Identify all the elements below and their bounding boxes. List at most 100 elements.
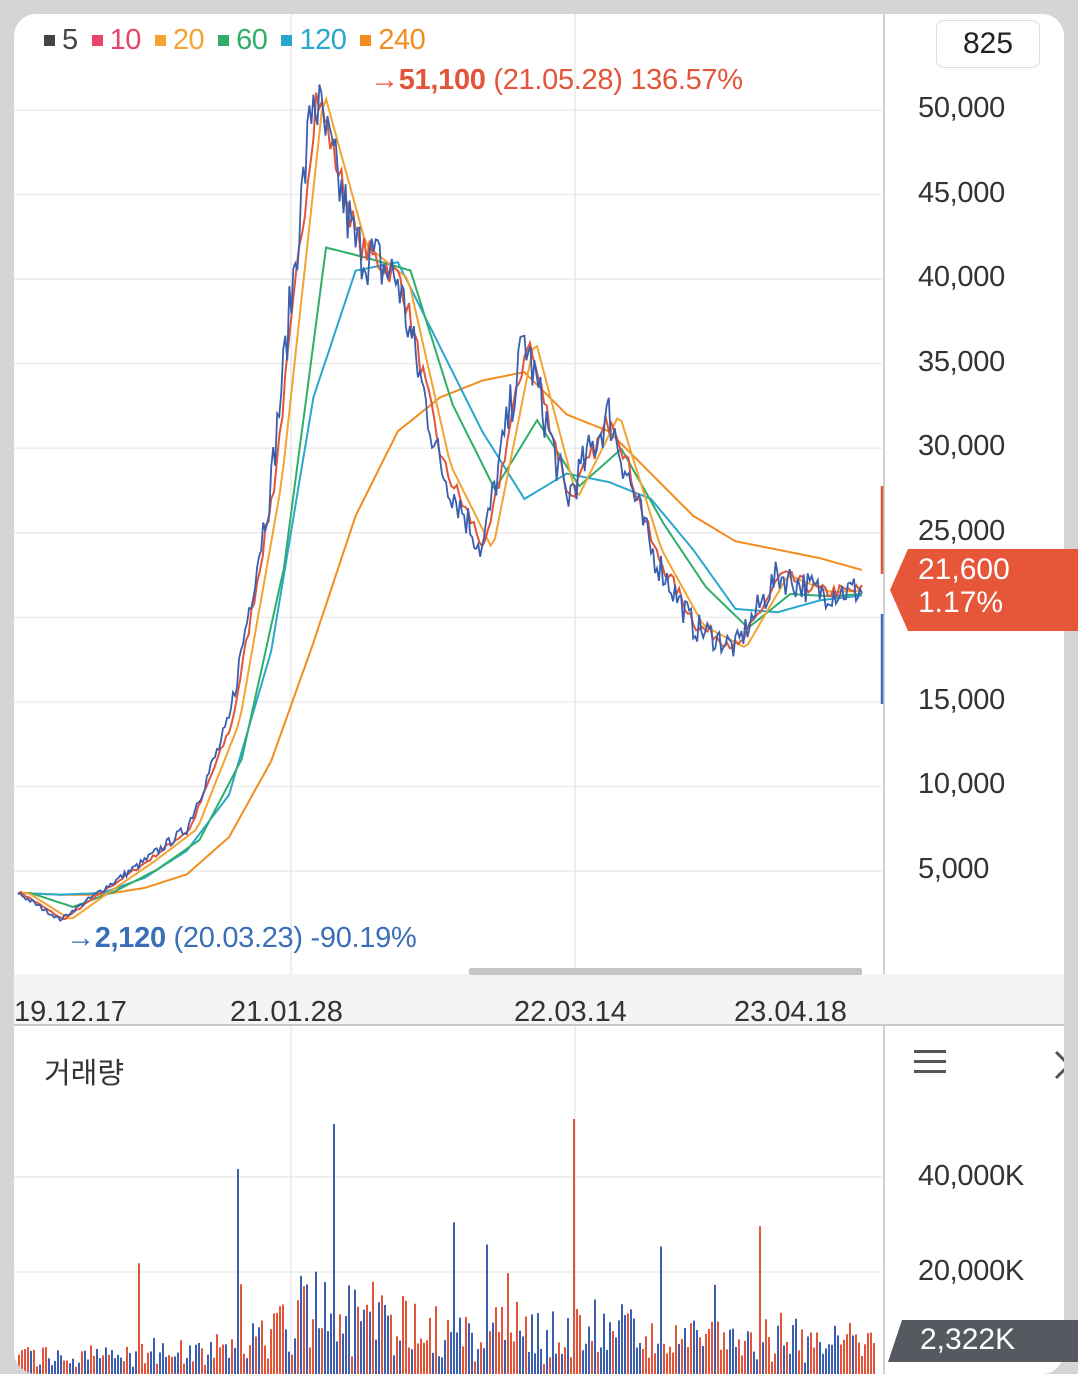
- legend-item-240[interactable]: 240: [360, 24, 426, 57]
- legend-label: 5: [62, 23, 78, 56]
- volume-bar: [159, 1352, 161, 1374]
- volume-bar: [243, 1353, 245, 1374]
- volume-bar: [204, 1364, 206, 1374]
- volume-bar: [114, 1358, 116, 1374]
- volume-bar: [135, 1351, 137, 1374]
- volume-bar: [336, 1341, 338, 1374]
- volume-bar: [822, 1353, 824, 1374]
- volume-bar: [354, 1289, 356, 1374]
- volume-bar: [375, 1339, 377, 1374]
- volume-bar: [870, 1332, 872, 1374]
- legend-item-10[interactable]: 10: [91, 23, 142, 57]
- volume-bar: [753, 1351, 755, 1374]
- volume-bar: [663, 1343, 665, 1374]
- volume-bar: [795, 1318, 797, 1374]
- volume-bar: [360, 1321, 362, 1374]
- volume-bar: [543, 1363, 545, 1374]
- legend-item-5[interactable]: 5: [44, 24, 78, 57]
- volume-bar: [576, 1309, 578, 1374]
- volume-bar: [633, 1318, 635, 1374]
- volume-bar: [225, 1344, 227, 1374]
- high-pct: 136.57%: [630, 64, 743, 96]
- volume-bar: [462, 1346, 464, 1374]
- low-pct: -90.19%: [310, 922, 417, 954]
- legend-item-20[interactable]: 20: [154, 24, 205, 57]
- y-tick-label: 40,000: [918, 261, 1005, 294]
- volume-bar: [294, 1338, 296, 1374]
- close-icon[interactable]: [1052, 1048, 1064, 1082]
- volume-bar: [729, 1329, 731, 1374]
- series-line-10: [17, 92, 863, 921]
- volume-bar: [537, 1313, 539, 1374]
- volume-bar: [261, 1320, 263, 1374]
- y-tick-label: 10,000: [918, 768, 1005, 801]
- volume-bar: [141, 1343, 143, 1374]
- volume-bar: [180, 1340, 182, 1374]
- volume-bar: [522, 1336, 524, 1374]
- volume-bar: [762, 1342, 764, 1374]
- volume-bar: [255, 1336, 257, 1374]
- volume-bar: [123, 1361, 125, 1374]
- volume-bar: [852, 1335, 854, 1374]
- legend-item-120[interactable]: 120: [281, 24, 347, 57]
- volume-bar: [420, 1338, 422, 1374]
- volume-bar: [423, 1342, 425, 1374]
- volume-bar: [120, 1357, 122, 1374]
- high-date: (21.05.28): [493, 64, 623, 96]
- price-chart[interactable]: [14, 14, 1064, 1374]
- volume-bar: [291, 1354, 293, 1374]
- volume-bar: [768, 1337, 770, 1374]
- volume-bar: [648, 1357, 650, 1374]
- volume-bar: [573, 1119, 575, 1374]
- legend-label: 10: [109, 23, 142, 56]
- volume-bar: [456, 1332, 458, 1374]
- volume-bar: [738, 1339, 740, 1374]
- volume-bar: [51, 1365, 53, 1374]
- volume-bar: [165, 1356, 167, 1374]
- price-box: 825: [936, 20, 1040, 68]
- volume-bar: [471, 1332, 473, 1374]
- volume-bar: [189, 1345, 191, 1374]
- volume-bar: [171, 1356, 173, 1374]
- volume-bar: [300, 1275, 302, 1374]
- y-tick-label: 35,000: [918, 345, 1005, 378]
- volume-bar: [771, 1361, 773, 1374]
- volume-bar: [831, 1344, 833, 1374]
- volume-bar: [156, 1363, 158, 1374]
- volume-bar: [168, 1355, 170, 1374]
- volume-bar: [840, 1344, 842, 1374]
- volume-bar: [792, 1325, 794, 1374]
- volume-bar: [705, 1333, 707, 1374]
- volume-bar: [276, 1312, 278, 1374]
- volume-bar: [129, 1353, 131, 1374]
- volume-bar: [846, 1334, 848, 1374]
- volume-bar: [864, 1344, 866, 1374]
- volume-bar: [453, 1222, 455, 1374]
- volume-bar: [600, 1347, 602, 1374]
- volume-bar: [591, 1340, 593, 1374]
- volume-bar: [441, 1357, 443, 1374]
- volume-bar: [309, 1347, 311, 1374]
- volume-bar: [138, 1263, 140, 1374]
- volume-bar: [618, 1320, 620, 1374]
- volume-bar: [510, 1332, 512, 1374]
- volume-bar: [693, 1320, 695, 1374]
- volume-bar: [78, 1362, 80, 1374]
- volume-bar: [855, 1334, 857, 1374]
- menu-icon[interactable]: [914, 1050, 946, 1078]
- volume-bar: [405, 1300, 407, 1374]
- current-price: 21,600: [918, 553, 1010, 586]
- volume-bar: [498, 1331, 500, 1374]
- legend-item-60[interactable]: 60: [218, 24, 268, 57]
- volume-bar: [744, 1340, 746, 1374]
- volume-bar: [258, 1327, 260, 1374]
- volume-bar: [759, 1226, 761, 1374]
- volume-bar: [585, 1343, 587, 1374]
- volume-bar: [660, 1246, 662, 1374]
- volume-bar: [816, 1332, 818, 1374]
- volume-bar: [117, 1354, 119, 1374]
- high-arrow: →: [370, 64, 399, 96]
- volume-bar: [690, 1323, 692, 1374]
- volume-bar: [708, 1328, 710, 1374]
- volume-bar: [252, 1323, 254, 1374]
